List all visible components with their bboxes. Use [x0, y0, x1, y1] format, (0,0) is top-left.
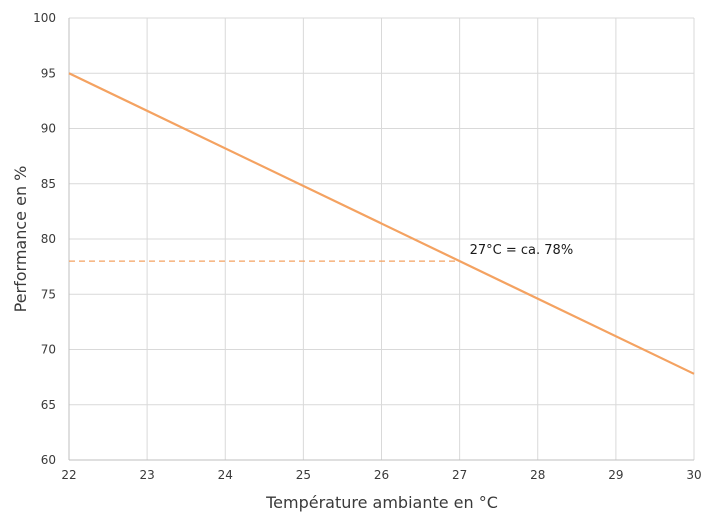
y-tick-label: 80	[41, 232, 56, 246]
x-tick-label: 24	[218, 468, 233, 482]
y-tick-label: 75	[41, 287, 56, 301]
y-tick-label: 60	[41, 453, 56, 467]
x-tick-labels: 22 23 24 25 26 27 28 29 30	[61, 468, 701, 482]
x-tick-label: 30	[686, 468, 701, 482]
y-tick-labels: 60 65 70 75 80 85 90 95 100	[33, 11, 56, 467]
x-tick-label: 28	[530, 468, 545, 482]
x-tick-label: 29	[608, 468, 623, 482]
series-group	[68, 72, 695, 375]
y-axis-title: Performance en %	[11, 166, 30, 313]
x-tick-label: 27	[452, 468, 467, 482]
annotation-label: 27°C = ca. 78%	[470, 243, 574, 258]
y-tick-label: 90	[41, 122, 56, 136]
x-tick-label: 23	[139, 468, 154, 482]
series-line	[68, 72, 695, 375]
y-tick-label: 95	[41, 66, 56, 80]
x-tick-label: 26	[374, 468, 389, 482]
y-tick-label: 100	[33, 11, 56, 25]
y-tick-label: 70	[41, 343, 56, 357]
y-tick-label: 85	[41, 177, 56, 191]
x-tick-label: 25	[296, 468, 311, 482]
x-axis-title: Température ambiante en °C	[265, 493, 498, 512]
x-tick-label: 22	[61, 468, 76, 482]
y-tick-label: 65	[41, 398, 56, 412]
